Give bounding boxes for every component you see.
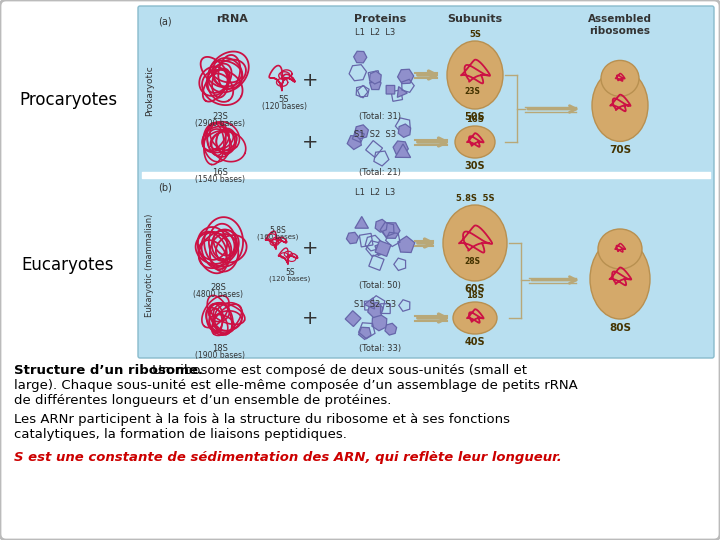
- Text: (Total: 31): (Total: 31): [359, 112, 401, 121]
- Ellipse shape: [453, 302, 497, 334]
- Text: large). Chaque sous-unité est elle-même composée d’un assemblage de petits rRNA: large). Chaque sous-unité est elle-même …: [14, 379, 577, 392]
- Text: (b): (b): [158, 182, 172, 192]
- Text: Les ARNr participent à la fois à la structure du ribosome et à ses fonctions: Les ARNr participent à la fois à la stru…: [14, 413, 510, 426]
- Ellipse shape: [455, 126, 495, 158]
- Ellipse shape: [443, 205, 507, 281]
- Text: catalytiques, la formation de liaisons peptidiques.: catalytiques, la formation de liaisons p…: [14, 428, 347, 441]
- Text: 80S: 80S: [609, 323, 631, 333]
- Text: Subunits: Subunits: [447, 14, 503, 24]
- Polygon shape: [355, 217, 369, 228]
- Polygon shape: [346, 232, 359, 244]
- Ellipse shape: [601, 60, 639, 97]
- Polygon shape: [364, 298, 374, 309]
- Polygon shape: [368, 302, 383, 318]
- Text: 30S: 30S: [464, 161, 485, 171]
- Text: S est une constante de sédimentation des ARN, qui reflète leur longueur.: S est une constante de sédimentation des…: [14, 451, 562, 464]
- Text: 5S: 5S: [279, 95, 289, 104]
- Text: L1  L2  L3: L1 L2 L3: [355, 188, 395, 197]
- Text: (120 bases): (120 bases): [261, 102, 307, 111]
- Polygon shape: [359, 327, 371, 340]
- Text: Eucaryotes: Eucaryotes: [22, 256, 114, 274]
- Text: 50S: 50S: [464, 112, 485, 122]
- Text: +: +: [302, 239, 318, 258]
- Text: Structure d’un ribosome.: Structure d’un ribosome.: [14, 364, 203, 377]
- Ellipse shape: [447, 41, 503, 109]
- Text: 18S: 18S: [466, 291, 484, 300]
- Text: (1540 bases): (1540 bases): [195, 175, 245, 184]
- Polygon shape: [398, 124, 410, 137]
- Polygon shape: [397, 69, 414, 84]
- FancyBboxPatch shape: [138, 6, 714, 358]
- Text: Prokaryotic: Prokaryotic: [145, 66, 155, 117]
- Text: Eukaryotic (mammalian): Eukaryotic (mammalian): [145, 213, 155, 316]
- Polygon shape: [386, 85, 395, 94]
- Text: de différentes longueurs et d’un ensemble de protéines.: de différentes longueurs et d’un ensembl…: [14, 394, 392, 407]
- Polygon shape: [395, 144, 410, 158]
- Text: (4800 bases): (4800 bases): [193, 290, 243, 299]
- Text: rRNA: rRNA: [216, 14, 248, 24]
- Text: 16S: 16S: [212, 168, 228, 177]
- Text: 5S: 5S: [285, 268, 294, 277]
- Polygon shape: [398, 236, 415, 253]
- Text: Assembled
ribosomes: Assembled ribosomes: [588, 14, 652, 36]
- Text: 18S: 18S: [212, 344, 228, 353]
- Text: Procaryotes: Procaryotes: [19, 91, 117, 109]
- Text: Proteins: Proteins: [354, 14, 406, 24]
- Text: 28S: 28S: [464, 257, 480, 266]
- Polygon shape: [382, 222, 400, 238]
- Polygon shape: [372, 314, 387, 331]
- Text: 5S: 5S: [469, 30, 481, 39]
- Text: 23S: 23S: [212, 112, 228, 121]
- Text: (Total: 21): (Total: 21): [359, 168, 401, 177]
- Text: (a): (a): [158, 16, 171, 26]
- Text: +: +: [302, 132, 318, 152]
- Text: +: +: [302, 308, 318, 327]
- Text: Un ribosome est composé de deux sous-unités (small et: Un ribosome est composé de deux sous-uni…: [148, 364, 527, 377]
- Text: 5.8S  5S: 5.8S 5S: [456, 194, 494, 203]
- Polygon shape: [375, 219, 387, 232]
- Polygon shape: [385, 323, 397, 335]
- Polygon shape: [354, 125, 369, 139]
- Polygon shape: [345, 310, 361, 327]
- Text: (Total: 33): (Total: 33): [359, 344, 401, 353]
- Ellipse shape: [592, 70, 648, 141]
- Text: 23S: 23S: [464, 87, 480, 96]
- Text: 70S: 70S: [609, 145, 631, 156]
- Polygon shape: [354, 51, 366, 63]
- Text: 28S: 28S: [210, 283, 226, 292]
- Text: (1900 bases): (1900 bases): [195, 351, 245, 360]
- Text: 60S: 60S: [464, 284, 485, 294]
- Text: S1  S2  S3: S1 S2 S3: [354, 130, 396, 139]
- Polygon shape: [347, 136, 361, 150]
- Polygon shape: [375, 242, 388, 255]
- Text: 16S: 16S: [466, 115, 484, 124]
- Polygon shape: [369, 71, 381, 84]
- Text: L1  L2  L3: L1 L2 L3: [355, 28, 395, 37]
- Text: 40S: 40S: [464, 337, 485, 347]
- Ellipse shape: [598, 229, 642, 269]
- Text: +: +: [302, 71, 318, 90]
- Polygon shape: [393, 141, 408, 155]
- Text: (2900 bases): (2900 bases): [195, 119, 245, 128]
- Polygon shape: [397, 86, 408, 97]
- Text: (160 bases): (160 bases): [257, 233, 299, 240]
- Text: 5.8S: 5.8S: [269, 226, 287, 235]
- Text: (120 bases): (120 bases): [269, 275, 310, 281]
- Text: S1  S2  S3: S1 S2 S3: [354, 300, 396, 309]
- Text: (Total: 50): (Total: 50): [359, 281, 401, 290]
- Ellipse shape: [590, 239, 650, 319]
- Polygon shape: [375, 241, 391, 256]
- Polygon shape: [369, 79, 381, 90]
